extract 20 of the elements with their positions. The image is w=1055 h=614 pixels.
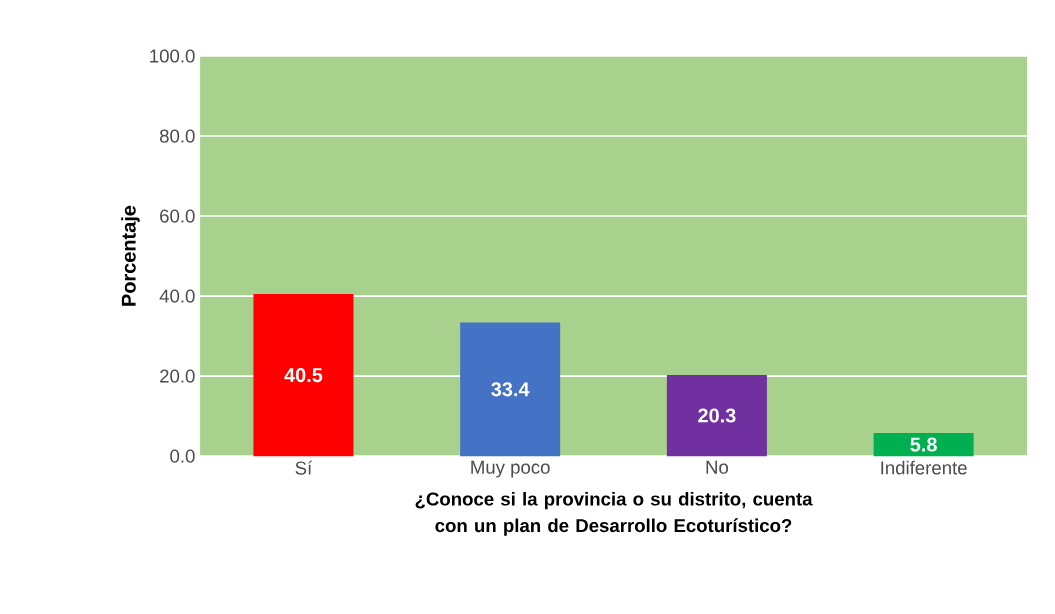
y-tick-label: 60.0 [160, 209, 195, 223]
x-tick-label: Sí [295, 461, 313, 475]
data-label: 33.4 [491, 382, 530, 397]
data-label: 5.8 [910, 437, 937, 452]
y-tick-label: 20.0 [160, 369, 195, 383]
bar [873, 433, 974, 457]
y-axis-title: Porcentaje [121, 206, 140, 306]
x-tick-label: Indiferente [881, 461, 967, 475]
y-tick-label: 0.0 [170, 449, 195, 463]
bar [253, 294, 354, 457]
y-tick-label: 100.0 [150, 49, 195, 63]
bar [666, 375, 767, 457]
data-label: 40.5 [284, 368, 323, 383]
bar [460, 322, 561, 457]
x-tick-label: No [706, 461, 728, 475]
data-label: 20.3 [698, 408, 736, 423]
x-axis-title: ¿Conoce si la provincia o su distrito, cuenta con un plan de Desarrollo Ecoturístico? [415, 492, 813, 537]
y-tick-label: 80.0 [159, 129, 195, 143]
y-tick-label: 40.0 [159, 289, 195, 303]
x-tick-label: Muy poco [471, 461, 550, 478]
